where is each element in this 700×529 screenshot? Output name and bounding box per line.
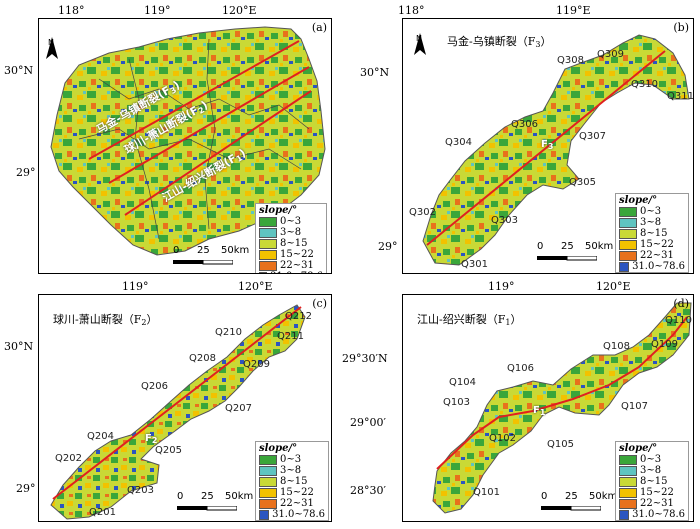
station-label: Q201 [89, 507, 116, 518]
y-tick-d-0: 29°30′N [342, 352, 388, 365]
y-tick-a-1: 29° [16, 166, 36, 179]
fault-tag-b: F3 [541, 139, 554, 151]
station-label: Q104 [449, 377, 476, 388]
station-label: Q206 [141, 381, 168, 392]
svg-text:N: N [48, 38, 54, 47]
fault-line-a-f1 [124, 90, 312, 216]
station-label: Q311 [667, 91, 694, 102]
panel-title-c: 球川-萧山断裂（F2） [53, 313, 158, 327]
fault-tag-d: F1 [533, 405, 546, 417]
scale-bar-b: 0 25 50km [537, 241, 613, 264]
station-label: Q207 [225, 403, 252, 414]
station-label: Q205 [155, 445, 182, 456]
x-tick-b-1: 119°E [556, 4, 591, 17]
station-label: Q204 [87, 431, 114, 442]
svg-text:N: N [416, 34, 422, 43]
station-label: Q308 [557, 55, 584, 66]
station-label: Q103 [443, 397, 470, 408]
station-label: Q307 [579, 131, 606, 142]
region-b [422, 34, 690, 266]
station-label: Q109 [651, 339, 678, 350]
station-label: Q301 [461, 259, 488, 270]
fault-line-b [426, 50, 666, 246]
fault-line-c [52, 306, 302, 500]
fault-line-a-f2 [108, 66, 310, 184]
map-frame-a: (a) N 马金-乌镇断裂(F3) 球川-萧山断裂(F2) 江山-绍兴断裂(F1… [38, 18, 332, 274]
x-tick-c-0: 119° [122, 280, 149, 293]
station-label: Q304 [445, 137, 472, 148]
fault-tag-c: F2 [145, 433, 158, 445]
panel-letter-b: (b) [673, 21, 689, 34]
y-tick-c-1: 29° [16, 482, 36, 495]
north-arrow-icon: N [413, 33, 427, 63]
map-frame-b: (b) 马金-乌镇断裂（F3） N F3 Q301 Q302 Q303 Q304… [402, 18, 694, 274]
y-tick-c-0: 30°N [4, 340, 34, 353]
panel-letter-c: (c) [312, 297, 327, 310]
scale-bar-a: 0 25 50km [173, 245, 249, 268]
station-label: Q310 [631, 79, 658, 90]
region-d [432, 302, 692, 514]
station-label: Q110 [665, 315, 692, 326]
station-label: Q108 [603, 341, 630, 352]
y-tick-b-1: 29° [378, 240, 398, 253]
x-tick-d-0: 119° [488, 280, 515, 293]
station-label: Q302 [409, 207, 436, 218]
station-label: Q309 [597, 49, 624, 60]
panel-title-b: 马金-乌镇断裂（F3） [447, 35, 552, 49]
north-arrow-icon: N [45, 37, 59, 67]
station-label: Q202 [55, 453, 82, 464]
station-label: Q211 [277, 331, 304, 342]
station-label: Q210 [215, 327, 242, 338]
station-label: Q106 [507, 363, 534, 374]
station-label: Q208 [189, 353, 216, 364]
legend-b: slope/° 0~3 3~8 8~15 15~22 22~31 31.0~78… [615, 193, 689, 273]
station-label: Q212 [285, 311, 312, 322]
y-tick-d-1: 29°00′ [350, 416, 386, 429]
station-label: Q305 [569, 177, 596, 188]
scale-bar-d: 0 25 50km [541, 491, 617, 514]
legend-a: slope/° 0~3 3~8 8~15 15~22 22~31 31.0~78… [255, 203, 327, 273]
map-frame-d: (d) 江山-绍兴断裂（F1） F1 Q101 Q102 Q103 Q104 Q… [402, 294, 694, 522]
map-frame-c: (c) 球川-萧山断裂（F2） F2 Q201 Q202 Q203 Q204 Q… [38, 294, 332, 522]
fault-line-a-f3 [88, 40, 300, 160]
station-label: Q303 [491, 215, 518, 226]
station-label: Q107 [621, 401, 648, 412]
panel-letter-d: (d) [673, 297, 689, 310]
x-tick-b-0: 118° [398, 4, 425, 17]
y-tick-a-0: 30°N [4, 64, 34, 77]
fault-line-d [436, 316, 688, 470]
x-tick-d-1: 120°E [596, 280, 631, 293]
legend-c: slope/° 0~3 3~8 8~15 15~22 22~31 31.0~78… [255, 441, 329, 521]
panel-title-d: 江山-绍兴断裂（F1） [417, 313, 522, 327]
station-label: Q102 [489, 433, 516, 444]
panel-letter-a: (a) [311, 21, 327, 34]
y-tick-d-2: 28°30′ [350, 484, 386, 497]
legend-d: slope/° 0~3 3~8 8~15 15~22 22~31 31.0~78… [615, 441, 689, 521]
region-a [50, 26, 326, 256]
x-tick-a-0: 118° [58, 4, 85, 17]
station-label: Q203 [127, 485, 154, 496]
x-tick-c-1: 120°E [238, 280, 273, 293]
station-label: Q306 [511, 119, 538, 130]
station-label: Q209 [243, 359, 270, 370]
x-tick-a-1: 119° [144, 4, 171, 17]
x-tick-a-2: 120°E [222, 4, 257, 17]
region-c [50, 304, 306, 520]
y-tick-b-0: 30°N [360, 66, 390, 79]
station-label: Q101 [473, 487, 500, 498]
station-label: Q105 [547, 439, 574, 450]
scale-bar-c: 0 25 50km [177, 491, 253, 514]
